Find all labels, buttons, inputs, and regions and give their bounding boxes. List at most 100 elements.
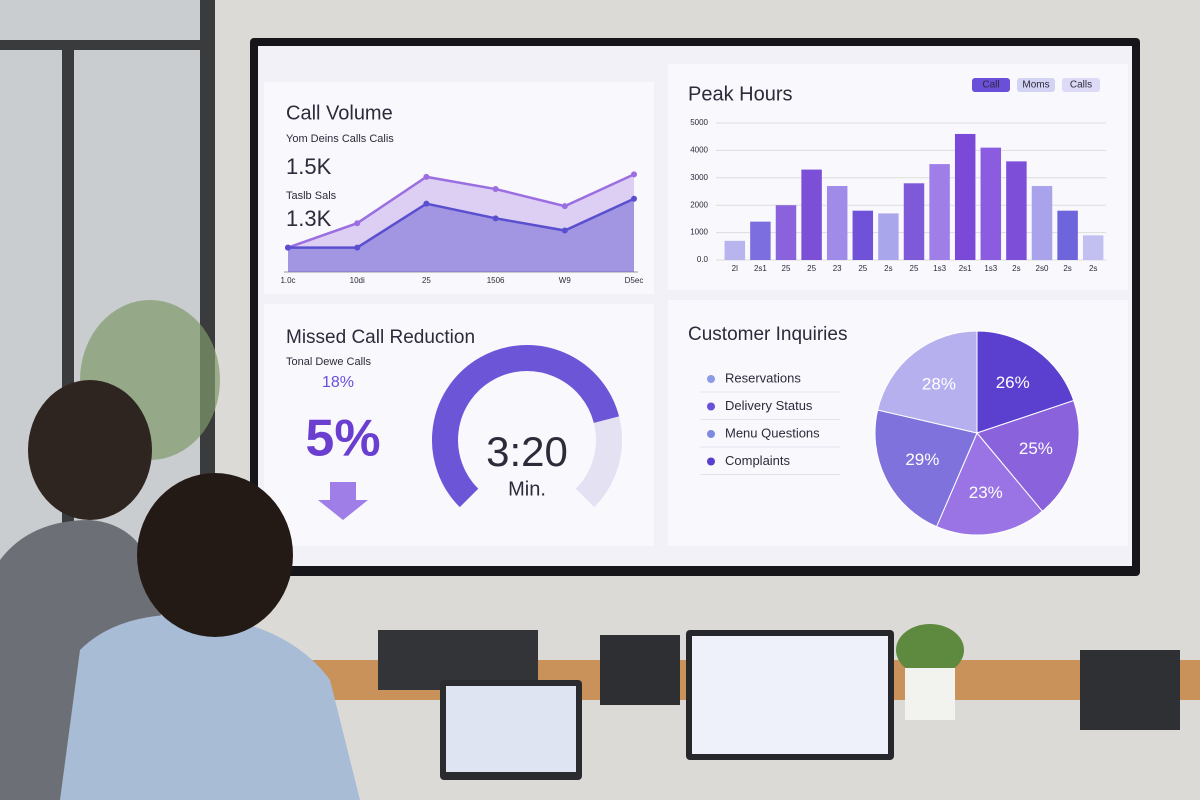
x-tick-label: 2s: [1012, 264, 1020, 273]
legend-swatch: [1062, 78, 1100, 92]
laptop-screen: [446, 686, 576, 772]
gauge-unit: Min.: [508, 478, 546, 500]
panel-title: Peak Hours: [688, 83, 793, 105]
before-value: 18%: [322, 374, 354, 391]
missed-panel: Missed Call Reduction Tonal Dewe Calls 1…: [286, 327, 568, 520]
legend-swatch: [972, 78, 1010, 92]
x-tick-label: D5ec: [625, 276, 644, 285]
person: [60, 614, 360, 800]
y-tick-label: 1000: [690, 228, 708, 237]
x-tick-label: 2s: [1089, 264, 1097, 273]
bar: [1082, 235, 1104, 260]
pie-slice: [976, 330, 1075, 434]
x-tick-label: 1.0c: [280, 276, 295, 285]
panel-subtitle: Yom Deins Calls Calis: [286, 133, 394, 145]
pie-slice: [976, 399, 1080, 513]
bar: [724, 240, 746, 260]
pot: [905, 668, 955, 720]
window-frame: [200, 0, 215, 620]
slice-label: 25%: [1019, 439, 1053, 458]
point: [354, 244, 361, 251]
panel-title: Call Volume: [286, 102, 393, 124]
x-tick-label: 2s1: [959, 264, 972, 273]
y-tick-label: 0.0: [697, 255, 709, 264]
bar: [954, 133, 976, 260]
gauge-time: 3:20: [486, 428, 568, 475]
bar: [801, 169, 822, 260]
bar: [775, 205, 797, 260]
pie-slice: [935, 432, 1044, 536]
x-tick-label: 1s3: [933, 264, 946, 273]
point: [561, 203, 568, 210]
bar: [1031, 186, 1053, 260]
line: [287, 173, 635, 249]
person-head: [28, 380, 152, 520]
x-tick-label: 2s0: [1036, 264, 1049, 273]
pie-slice: [874, 409, 978, 528]
x-tick-label: 2l: [732, 264, 738, 273]
x-tick-label: 25: [422, 276, 431, 285]
peak-hours-panel: Peak Hours: [688, 83, 793, 105]
current-value: 5%: [305, 410, 380, 468]
line: [288, 197, 635, 249]
legend-dot: [707, 457, 715, 466]
x-tick-label: 25: [910, 264, 919, 273]
down-arrow: [318, 482, 368, 520]
printer: [600, 635, 680, 705]
point: [561, 227, 568, 234]
y-tick-label: 3000: [690, 173, 708, 182]
bar: [1057, 210, 1078, 260]
x-tick-label: 1s3: [984, 264, 997, 273]
bar: [929, 164, 950, 260]
legend-label: Reservations: [725, 370, 801, 385]
x-tick-label: 10di: [350, 276, 365, 285]
legend-dot: [707, 402, 715, 411]
point: [285, 244, 291, 251]
x-tick-label: 2s1: [754, 264, 767, 273]
x-tick-label: 1506: [487, 276, 505, 285]
bar: [980, 147, 1002, 260]
panel-subtitle: Tonal Dewe Calls: [286, 356, 371, 368]
area: [288, 174, 634, 272]
x-tick-label: 2s: [1063, 264, 1071, 273]
window-frame: [0, 40, 215, 50]
inquiries-panel: Customer Inquiries: [688, 324, 847, 345]
point: [492, 186, 499, 193]
x-tick-label: 25: [858, 264, 867, 273]
point: [492, 215, 499, 222]
point: [631, 195, 637, 202]
x-tick-label: 25: [782, 264, 791, 273]
x-tick-label: 25: [807, 264, 816, 273]
bar: [903, 183, 925, 260]
point: [354, 220, 361, 227]
plant: [896, 624, 964, 676]
annotation: 1.3K: [286, 206, 332, 231]
legend-swatch: [1017, 78, 1055, 92]
legend-label: Calls: [1070, 80, 1092, 91]
bar: [826, 186, 848, 260]
slice-label: 29%: [905, 450, 939, 469]
legend-label: Call: [982, 80, 999, 91]
panel-title: Customer Inquiries: [688, 324, 847, 345]
annotation: 1.5K: [286, 154, 332, 179]
legend-label: Menu Questions: [725, 425, 820, 440]
slice-label: 26%: [996, 373, 1030, 392]
point: [423, 200, 430, 207]
y-tick-label: 2000: [690, 200, 708, 209]
bar: [1006, 161, 1027, 260]
area: [288, 198, 634, 272]
legend-dot: [707, 375, 715, 383]
printer: [1080, 650, 1180, 730]
annotation: Taslb Sals: [286, 190, 337, 202]
legend-label: Moms: [1022, 80, 1049, 91]
panel: [264, 82, 654, 294]
gauge-fill: [432, 345, 620, 508]
bar: [852, 210, 874, 260]
monitor-screen: [692, 636, 888, 754]
panel-title: Missed Call Reduction: [286, 327, 475, 348]
legend-label: Complaints: [725, 453, 791, 468]
slice-label: 23%: [969, 483, 1003, 502]
slice-label: 28%: [922, 375, 956, 394]
x-tick-label: 23: [833, 264, 842, 273]
